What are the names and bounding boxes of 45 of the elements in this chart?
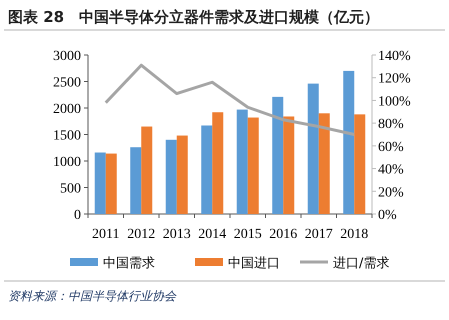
- y-tick-label: 500: [60, 182, 81, 196]
- y-tick-label: 0: [74, 208, 81, 223]
- legend-label: 中国需求: [103, 256, 155, 271]
- line-series: [104, 64, 356, 136]
- x-tick-label: 2011: [92, 227, 120, 242]
- y2-tick-label: 140%: [378, 49, 411, 64]
- y2-tick-label: 80%: [378, 117, 404, 132]
- text: 资料来源：中国半导体行业协会: [8, 289, 177, 303]
- bar: [236, 110, 248, 214]
- bar: [318, 113, 330, 214]
- y2-tick-label: 100%: [378, 94, 411, 110]
- bar: [308, 84, 319, 214]
- legend-label: 进口/需求: [333, 256, 390, 271]
- y-tick-label: 3000: [53, 49, 81, 64]
- y-tick-label: 2500: [53, 76, 81, 90]
- y2-tick-label: 60%: [378, 140, 404, 155]
- bar: [141, 126, 152, 214]
- bar: [130, 147, 142, 214]
- y2-tick-label: 40%: [378, 162, 404, 178]
- x-tick-label: 2012: [127, 227, 156, 242]
- x-tick-label: 2016: [269, 227, 298, 242]
- bar: [248, 118, 259, 214]
- bar: [106, 154, 117, 214]
- bar: [343, 70, 354, 214]
- bar: [94, 152, 106, 214]
- bar: [283, 116, 294, 214]
- y2-tick-label: 120%: [378, 72, 411, 87]
- bar: [272, 96, 284, 214]
- x-tick-label: 2014: [198, 227, 226, 242]
- chart-title: 图表 28 中国半导体分立器件需求及进口规模（亿元）: [8, 8, 380, 26]
- x-tick-label: 2017: [304, 227, 333, 242]
- x-tick-label: 2018: [340, 227, 368, 242]
- y-tick-label: 1500: [53, 128, 81, 144]
- y-tick-label: 1000: [53, 155, 81, 170]
- legend-label: 中国进口: [228, 256, 280, 271]
- bar: [354, 114, 366, 214]
- x-tick-label: 2015: [234, 227, 262, 242]
- bar: [176, 136, 188, 214]
- y2-tick-label: 0%: [378, 208, 397, 223]
- bar: [212, 112, 224, 214]
- y-tick-label: 2000: [53, 102, 81, 117]
- x-tick-label: 2013: [162, 227, 191, 242]
- bar: [166, 140, 177, 214]
- bar: [201, 125, 212, 214]
- y2-tick-label: 20%: [378, 185, 404, 200]
